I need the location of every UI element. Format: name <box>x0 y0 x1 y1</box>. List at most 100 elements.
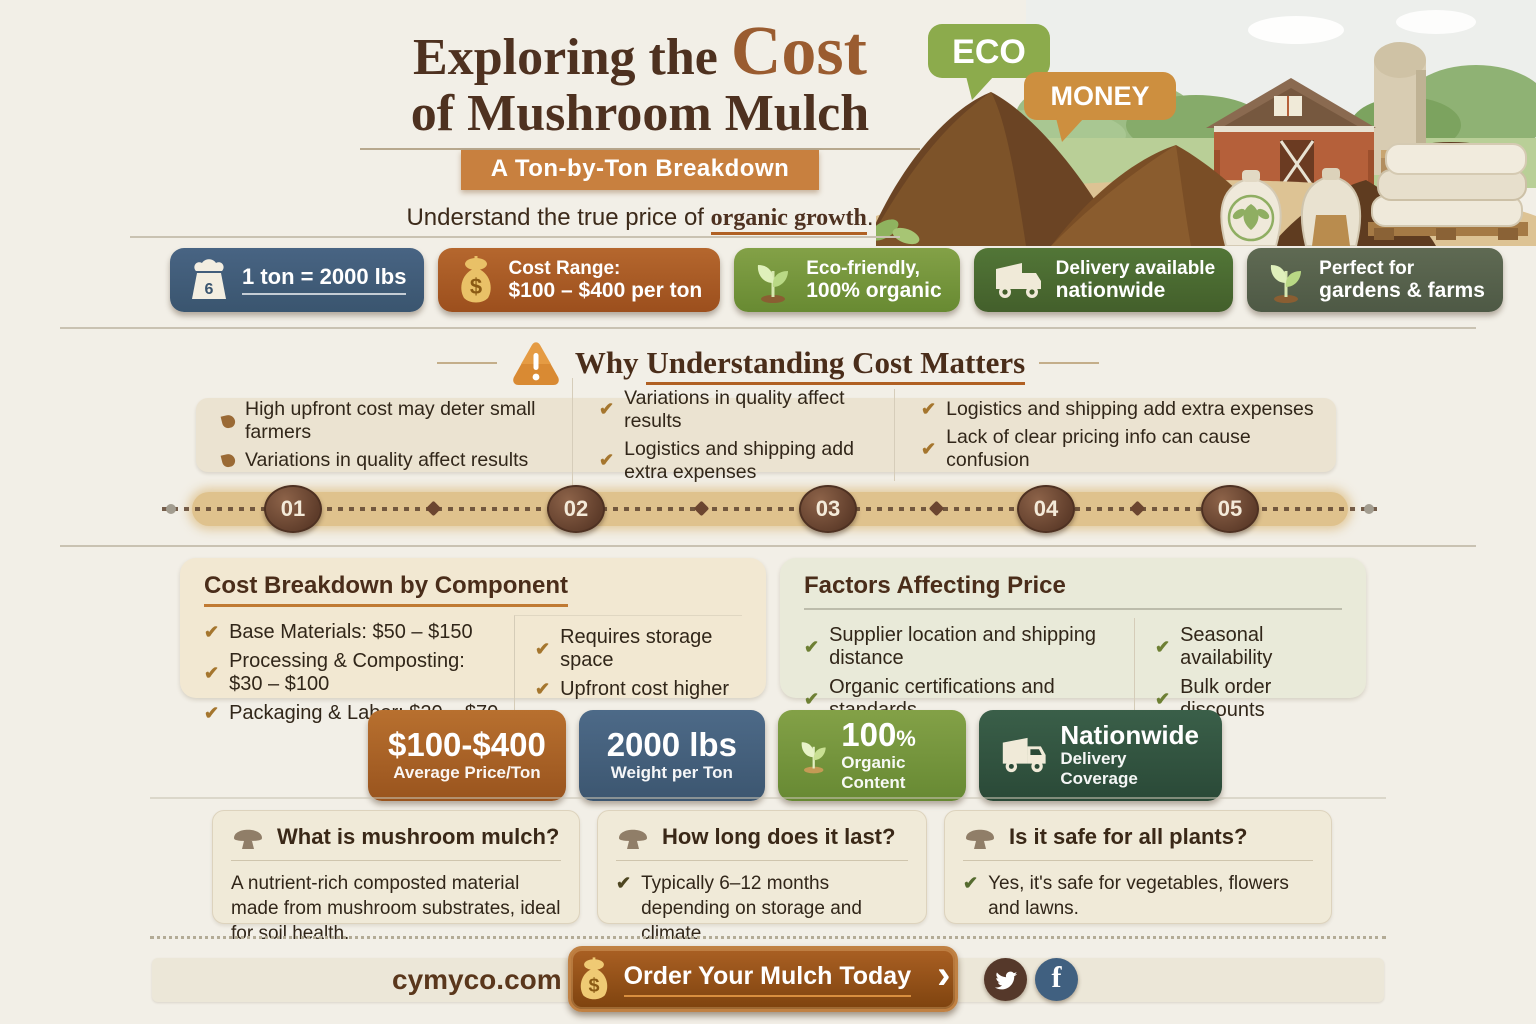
list-item-text: Requires storage space <box>560 626 713 671</box>
faq-answer: Typically 6–12 months depending on stora… <box>641 873 862 945</box>
badge-eco-friendly: Eco-friendly, 100% organic <box>734 248 960 312</box>
list-item: ✔ Supplier location and shipping distance <box>804 624 1122 670</box>
header: Exploring the Cost of Mushroom Mulch A T… <box>320 16 960 236</box>
faq-answer: Yes, it's safe for vegetables, flowers a… <box>988 873 1289 920</box>
why-reasons-card: High upfront cost may deter small farmer… <box>196 377 1336 493</box>
check-icon: ✔ <box>1155 636 1171 657</box>
badge-ton-weight: 6 1 ton = 2000 lbs <box>170 248 425 312</box>
chevron-right-icon: › <box>937 953 951 997</box>
leaf-bullet-icon <box>220 413 237 429</box>
website-link[interactable]: cymyco.com <box>392 964 562 995</box>
list-item-text: Supplier location and shipping distance <box>829 624 1096 669</box>
title-divider <box>360 148 920 151</box>
badge-text: 1 ton = 2000 lbs <box>242 264 407 296</box>
list-item-text: Seasonal availability <box>1180 624 1273 669</box>
facebook-button[interactable]: f <box>1035 958 1078 1001</box>
cost-breakdown-panel: Cost Breakdown by Component ✔ Base Materi… <box>180 558 766 731</box>
list-item-text: Logistics and shipping add extra expense… <box>624 437 854 483</box>
stat-label: Delivery Coverage <box>1060 748 1138 788</box>
order-cta-button[interactable]: $ Order Your Mulch Today › <box>568 946 958 1012</box>
faq-question: Is it safe for all plants? <box>1009 824 1248 849</box>
check-icon: ✔ <box>1155 688 1171 709</box>
list-item: ✔ Logistics and shipping add extra expens… <box>599 438 884 484</box>
tagline-pre: Understand the true price of <box>406 204 704 232</box>
farm-illustration: ECO MONEY <box>846 0 1536 300</box>
faq-divider <box>963 860 1313 861</box>
sprout-icon <box>1271 265 1302 303</box>
check-icon: ✔ <box>804 636 820 657</box>
step-timeline: 01 02 03 04 05 <box>162 485 1378 533</box>
badge-cost-range: $ Cost Range: $100 – $400 per ton <box>438 248 721 312</box>
check-icon: ✔ <box>535 638 551 659</box>
timeline-step-5: 05 <box>1201 485 1259 533</box>
list-item-text: Logistics and shipping add extra expense… <box>946 398 1314 420</box>
stat-average-price: $100-$400 Average Price/Ton <box>368 710 566 801</box>
why-column-2: ✔ Variations in quality affect results ✔ L… <box>572 377 894 493</box>
truck-icon <box>995 263 1041 298</box>
list-item-text: Upfront cost higher <box>560 678 730 700</box>
mulch-piles <box>866 92 1436 246</box>
badge-gardens-farms: Perfect for gardens & farms <box>1247 248 1503 312</box>
mulch-sacks <box>1220 168 1362 247</box>
list-item: ✔ Seasonal availability <box>1155 624 1330 670</box>
why-section-heading: Why Understanding Cost Matters <box>0 340 1536 386</box>
barn <box>1206 78 1376 188</box>
stat-value: $100-$400 <box>388 726 546 763</box>
check-icon: ✔ <box>616 873 632 893</box>
faq-row: What is mushroom mulch? A nutrient-rich … <box>212 810 1332 944</box>
badge-text-line2: nationwide <box>1055 278 1166 302</box>
why-section-title: Why Understanding Cost Matters <box>575 345 1026 385</box>
faq-card-how-long: How long does it last? ✔ Typically 6–12 m… <box>597 810 927 944</box>
svg-text:$: $ <box>588 975 599 997</box>
why-column-1: High upfront cost may deter small farmer… <box>196 389 572 481</box>
cost-breakdown-notes: ✔ Requires storage space ✔ Upfront cost hi… <box>514 615 742 731</box>
list-item: Variations in quality affect results <box>220 449 562 472</box>
list-item-text: Base Materials: $50 – $150 <box>229 621 473 643</box>
sprout-icon <box>758 265 789 303</box>
list-item: ✔ Logistics and shipping add extra expens… <box>921 398 1326 421</box>
stat-delivery: Nationwide Delivery Coverage <box>978 710 1222 801</box>
check-icon: ✔ <box>204 622 220 642</box>
money-bubble-text: MONEY <box>1050 81 1149 111</box>
stats-row: $100-$400 Average Price/Ton 2000 lbs Wei… <box>368 710 1222 801</box>
badge-text-line2: 100% organic <box>806 278 942 302</box>
money-bag-icon: $ <box>580 957 607 1000</box>
stat-value: Nationwide <box>1060 719 1199 750</box>
stat-label: Organic Content <box>841 752 906 792</box>
faq-divider <box>231 860 561 861</box>
warning-icon <box>513 342 559 385</box>
check-icon: ✔ <box>599 399 615 419</box>
list-item: ✔ Processing & Composting: $30 – $100 <box>204 650 502 696</box>
check-icon: ✔ <box>204 703 220 723</box>
faq-divider <box>616 860 908 861</box>
list-item-text: Lack of clear pricing info can cause con… <box>946 426 1251 471</box>
check-icon: ✔ <box>204 662 220 683</box>
badge-text-line1: Cost Range: <box>508 257 621 279</box>
list-item: ✔ Variations in quality affect results <box>599 387 884 433</box>
faq-card-safety: Is it safe for all plants? ✔ Yes, it's sa… <box>944 810 1332 924</box>
list-item: ✔ Lack of clear pricing info can cause co… <box>921 426 1326 472</box>
faq-question: How long does it last? <box>662 824 896 849</box>
list-item-text: Processing & Composting: $30 – $100 <box>229 650 465 695</box>
list-item: High upfront cost may deter small farmer… <box>220 398 562 444</box>
badge-text-line2: $100 – $400 per ton <box>508 278 703 302</box>
list-item-text: High upfront cost may deter small farmer… <box>245 398 536 443</box>
timeline-dotted-line <box>162 507 1378 511</box>
badge-delivery: Delivery available nationwide <box>973 248 1234 312</box>
badge-text-line1: Perfect for <box>1319 257 1415 279</box>
stat-value: 2000 lbs <box>606 726 737 763</box>
eco-bubble: ECO <box>928 24 1050 100</box>
stat-organic: 100% Organic Content <box>777 710 966 801</box>
factors-panel: Factors Affecting Price ✔ Supplier locati… <box>780 558 1366 728</box>
twitter-button[interactable] <box>984 958 1027 1001</box>
check-icon: ✔ <box>599 450 615 470</box>
mushroom-icon <box>619 829 647 849</box>
cloud <box>1248 16 1344 44</box>
list-item: ✔ Requires storage space <box>535 626 730 672</box>
stat-label: Average Price/Ton <box>393 762 541 782</box>
timeline-step-3: 03 <box>799 485 857 533</box>
faq-card-what-is: What is mushroom mulch? A nutrient-rich … <box>212 810 580 944</box>
timeline-step-2: 02 <box>547 485 605 533</box>
stat-value: 100 <box>841 716 897 753</box>
